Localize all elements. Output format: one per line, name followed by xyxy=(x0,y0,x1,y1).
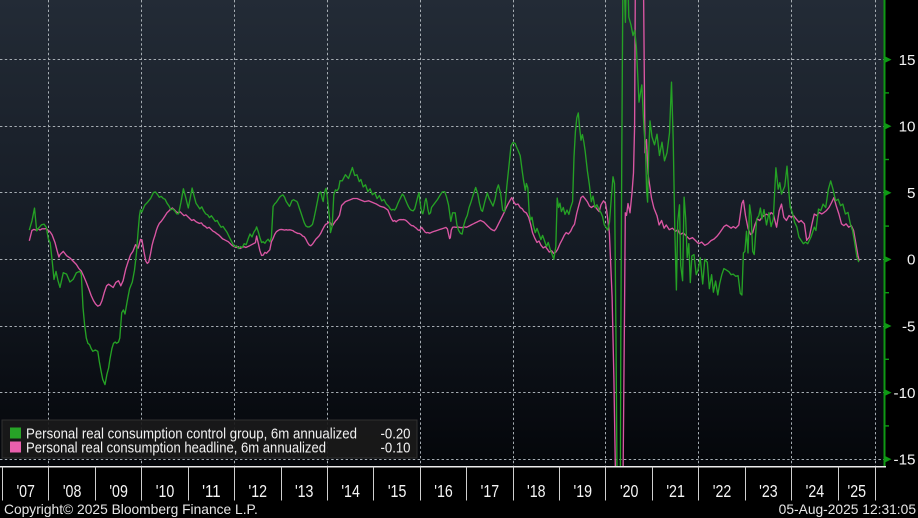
svg-text:'21: '21 xyxy=(666,481,685,501)
svg-text:-15: -15 xyxy=(894,452,916,469)
svg-text:'17: '17 xyxy=(481,481,500,501)
svg-text:-0.20: -0.20 xyxy=(381,426,411,443)
svg-text:05-Aug-2025 12:31:05: 05-Aug-2025 12:31:05 xyxy=(779,502,917,517)
svg-text:Copyright© 2025 Bloomberg Fina: Copyright© 2025 Bloomberg Finance L.P. xyxy=(4,502,258,517)
svg-text:'11: '11 xyxy=(202,481,221,501)
svg-text:15: 15 xyxy=(899,52,916,69)
svg-text:-0.10: -0.10 xyxy=(381,440,411,457)
svg-text:'07: '07 xyxy=(16,481,35,501)
svg-text:-10: -10 xyxy=(894,385,916,402)
svg-text:'10: '10 xyxy=(156,481,175,501)
svg-text:'19: '19 xyxy=(574,481,593,501)
svg-text:Personal real consumption head: Personal real consumption headline, 6m a… xyxy=(26,440,326,457)
svg-text:'20: '20 xyxy=(620,481,639,501)
svg-text:'08: '08 xyxy=(63,481,82,501)
svg-text:'23: '23 xyxy=(759,481,778,501)
svg-text:'25: '25 xyxy=(848,481,867,501)
svg-text:'13: '13 xyxy=(295,481,314,501)
svg-text:'16: '16 xyxy=(434,481,453,501)
svg-text:-5: -5 xyxy=(902,318,916,335)
svg-text:'24: '24 xyxy=(806,481,825,501)
svg-text:'15: '15 xyxy=(388,481,407,501)
svg-text:'14: '14 xyxy=(341,481,360,501)
svg-text:Personal real consumption cont: Personal real consumption control group,… xyxy=(26,426,357,443)
svg-text:0: 0 xyxy=(907,252,915,269)
svg-text:'09: '09 xyxy=(109,481,128,501)
svg-text:'12: '12 xyxy=(249,481,268,501)
svg-text:5: 5 xyxy=(907,185,915,202)
svg-text:'18: '18 xyxy=(527,481,546,501)
svg-text:10: 10 xyxy=(899,119,916,136)
svg-text:'22: '22 xyxy=(713,481,732,501)
